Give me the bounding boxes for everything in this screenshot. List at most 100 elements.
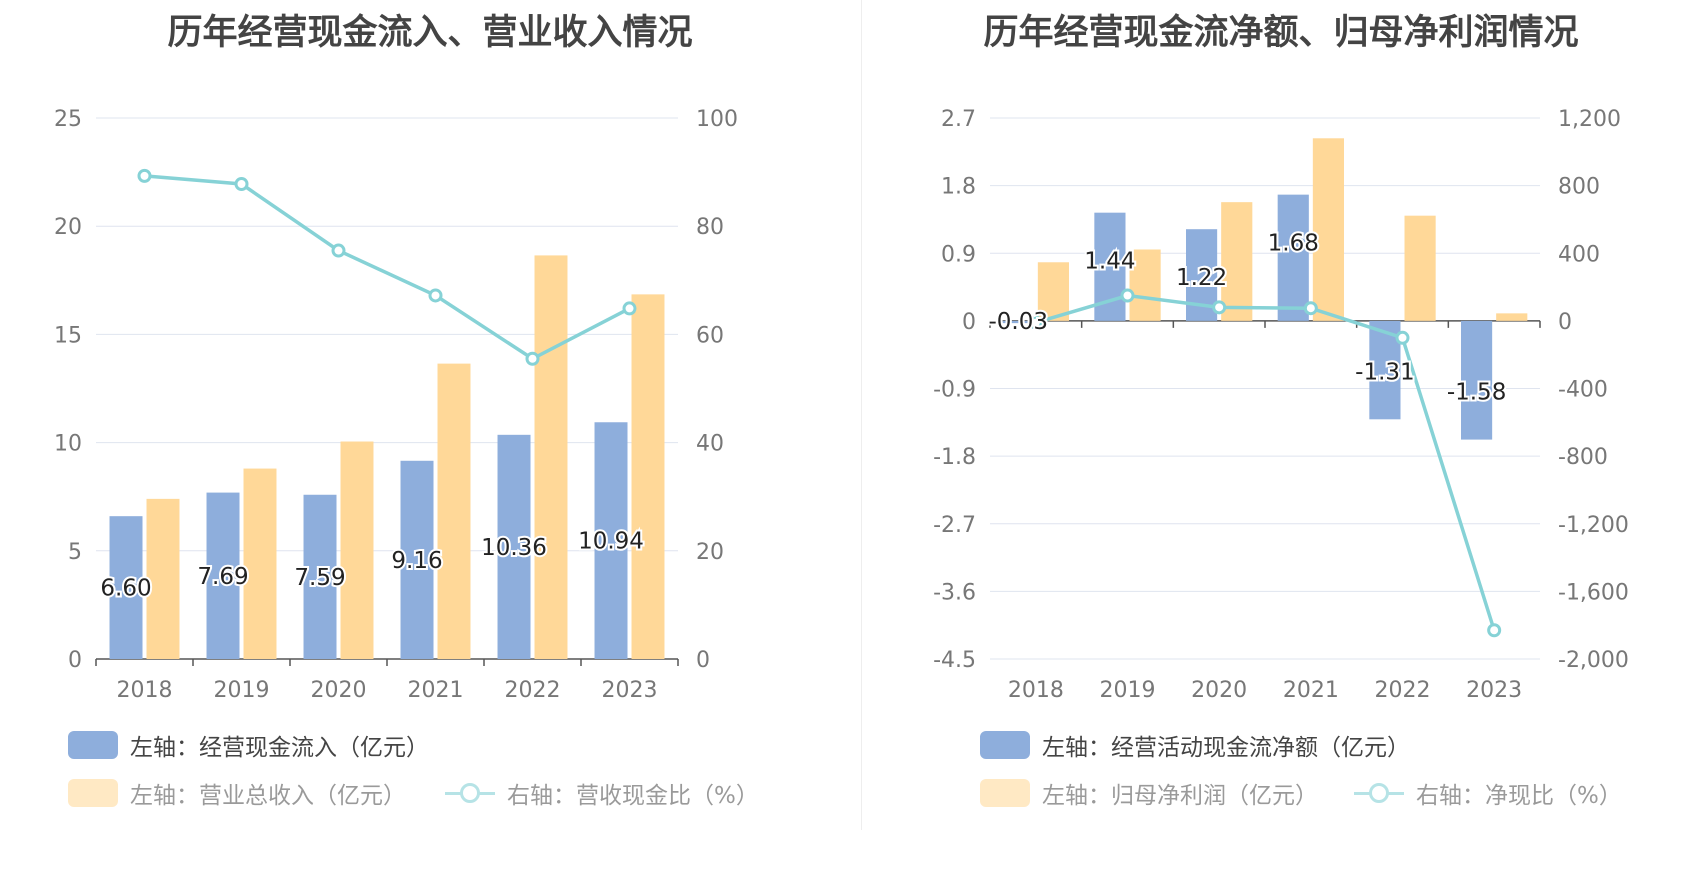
bar-secondary bbox=[1404, 215, 1436, 321]
data-label: -1.31 bbox=[1355, 359, 1415, 385]
x-tick-label: 2018 bbox=[1008, 678, 1064, 703]
legend-label: 左轴：营业总收入（亿元） bbox=[130, 783, 406, 809]
legend-item-cash-inflow[interactable]: 左轴：经营现金流入（亿元） bbox=[68, 728, 429, 762]
legend-label: 左轴：经营活动现金流净额（亿元） bbox=[1042, 735, 1410, 761]
bar-secondary bbox=[1221, 202, 1253, 321]
data-label: 1.44 bbox=[1084, 249, 1135, 275]
line-point bbox=[1120, 288, 1135, 303]
bar-primary bbox=[497, 434, 531, 659]
x-tick-label: 2023 bbox=[1466, 678, 1522, 703]
chart-svg-left: 0 0 5 20 10 40 15 60 20 80 25 100 2018 2019 2020 2021 20… bbox=[54, 107, 738, 703]
legend-swatch-line-icon bbox=[445, 779, 495, 807]
legend-item-revenue[interactable]: 左轴：营业总收入（亿元） bbox=[68, 776, 406, 810]
legend-label: 右轴：净现比（%） bbox=[1416, 783, 1622, 809]
bar-primary bbox=[1461, 320, 1493, 440]
data-label: 9.16 bbox=[391, 548, 442, 574]
chart-svg-right: -4.5 -2,000 -3.6 -1,600 -2.7 -1,200 -1.8 -800 -0… bbox=[933, 107, 1629, 703]
bar-primary bbox=[400, 460, 434, 659]
bar-secondary bbox=[631, 294, 665, 659]
data-label: -0.03 bbox=[988, 309, 1048, 335]
legend-item-net-cash-flow[interactable]: 左轴：经营活动现金流净额（亿元） bbox=[980, 728, 1410, 762]
y-tick-label-right: -800 bbox=[1558, 445, 1608, 470]
line-point bbox=[525, 351, 540, 366]
x-tick-label: 2020 bbox=[1191, 678, 1247, 703]
y-tick-label-left: 15 bbox=[54, 323, 82, 348]
legend-item-net-cash-ratio[interactable]: 右轴：净现比（%） bbox=[1354, 776, 1622, 810]
y-tick-label-left: -0.9 bbox=[933, 378, 976, 403]
y-tick-label-left: 2.7 bbox=[941, 107, 976, 132]
legend-swatch-bar-yellow bbox=[980, 779, 1030, 807]
y-tick-label-left: 0 bbox=[962, 310, 976, 335]
y-tick-label-right: 400 bbox=[1558, 242, 1600, 267]
bar-primary bbox=[594, 422, 628, 659]
y-tick-label-left: 20 bbox=[54, 215, 82, 240]
bar-secondary bbox=[437, 363, 471, 659]
x-tick-label: 2021 bbox=[408, 678, 464, 703]
bar-primary bbox=[1002, 320, 1034, 324]
legend-item-net-profit[interactable]: 左轴：归母净利润（亿元） bbox=[980, 776, 1318, 810]
x-tick-label: 2019 bbox=[214, 678, 270, 703]
line-point bbox=[234, 177, 249, 192]
y-tick-label-left: 10 bbox=[54, 432, 82, 457]
data-label: 1.22 bbox=[1176, 265, 1227, 291]
bar-primary bbox=[1277, 194, 1309, 321]
line-point bbox=[1028, 315, 1043, 330]
y-tick-label-left: 5 bbox=[68, 540, 82, 565]
y-tick-label-left: -1.8 bbox=[933, 445, 976, 470]
chart-panel-right: 历年经营现金流净额、归母净利润情况 -4.5 -2,000 -3.6 -1,600 -2… bbox=[862, 0, 1700, 874]
data-label: 6.60 bbox=[100, 576, 151, 602]
y-tick-label-right: 40 bbox=[696, 432, 724, 457]
bar-secondary bbox=[146, 498, 180, 659]
x-tick-label: 2023 bbox=[602, 678, 658, 703]
x-tick-label: 2019 bbox=[1100, 678, 1156, 703]
bar-secondary bbox=[1037, 262, 1069, 321]
y-tick-label-left: -4.5 bbox=[933, 648, 976, 673]
bar-secondary bbox=[340, 441, 374, 659]
y-tick-label-right: 80 bbox=[696, 215, 724, 240]
y-tick-label-right: 0 bbox=[696, 648, 710, 673]
y-tick-label-right: 60 bbox=[696, 323, 724, 348]
y-tick-label-right: 20 bbox=[696, 540, 724, 565]
chart-title-right: 历年经营现金流净额、归母净利润情况 bbox=[983, 13, 1579, 53]
line-point bbox=[622, 301, 637, 316]
legend-swatch-line-icon bbox=[1354, 779, 1404, 807]
y-tick-label-right: 100 bbox=[696, 107, 738, 132]
legend-swatch-bar-blue bbox=[980, 731, 1030, 759]
bar-secondary bbox=[534, 255, 568, 659]
y-tick-label-right: -2,000 bbox=[1558, 648, 1629, 673]
bar-secondary bbox=[243, 468, 277, 659]
data-label: -1.58 bbox=[1447, 380, 1507, 406]
data-label: 1.68 bbox=[1268, 231, 1319, 257]
y-tick-label-right: 800 bbox=[1558, 175, 1600, 200]
y-tick-label-left: -2.7 bbox=[933, 513, 976, 538]
y-tick-label-right: 0 bbox=[1558, 310, 1572, 335]
y-tick-label-left: 1.8 bbox=[941, 175, 976, 200]
y-tick-label-right: -1,600 bbox=[1558, 580, 1629, 605]
legend-label: 右轴：营收现金比（%） bbox=[507, 783, 759, 809]
line-point bbox=[1395, 330, 1410, 345]
bar-primary bbox=[303, 494, 337, 659]
panel-divider bbox=[861, 0, 862, 830]
bar-secondary bbox=[1496, 313, 1528, 321]
legend-item-ratio[interactable]: 右轴：营收现金比（%） bbox=[445, 776, 759, 810]
data-label: 10.94 bbox=[578, 529, 644, 555]
x-tick-label: 2022 bbox=[1375, 678, 1431, 703]
bar-primary bbox=[109, 516, 143, 659]
y-tick-label-left: 25 bbox=[54, 107, 82, 132]
y-tick-label-left: 0 bbox=[68, 648, 82, 673]
line-point bbox=[428, 288, 443, 303]
y-tick-label-right: -1,200 bbox=[1558, 513, 1629, 538]
data-label: 7.59 bbox=[294, 565, 345, 591]
line-point bbox=[331, 243, 346, 258]
x-tick-label: 2018 bbox=[117, 678, 173, 703]
y-tick-label-right: 1,200 bbox=[1558, 107, 1621, 132]
line-point bbox=[1212, 300, 1227, 315]
data-label: 10.36 bbox=[481, 535, 547, 561]
y-tick-label-right: -400 bbox=[1558, 378, 1608, 403]
line-point bbox=[137, 168, 152, 183]
chart-title-left: 历年经营现金流入、营业收入情况 bbox=[167, 13, 693, 53]
x-tick-label: 2020 bbox=[311, 678, 367, 703]
chart-panel-left: 历年经营现金流入、营业收入情况 0 0 5 20 10 40 15 60 20 80 25 100 20… bbox=[54, 13, 759, 810]
line-point bbox=[1303, 301, 1318, 316]
y-tick-label-left: 0.9 bbox=[941, 242, 976, 267]
